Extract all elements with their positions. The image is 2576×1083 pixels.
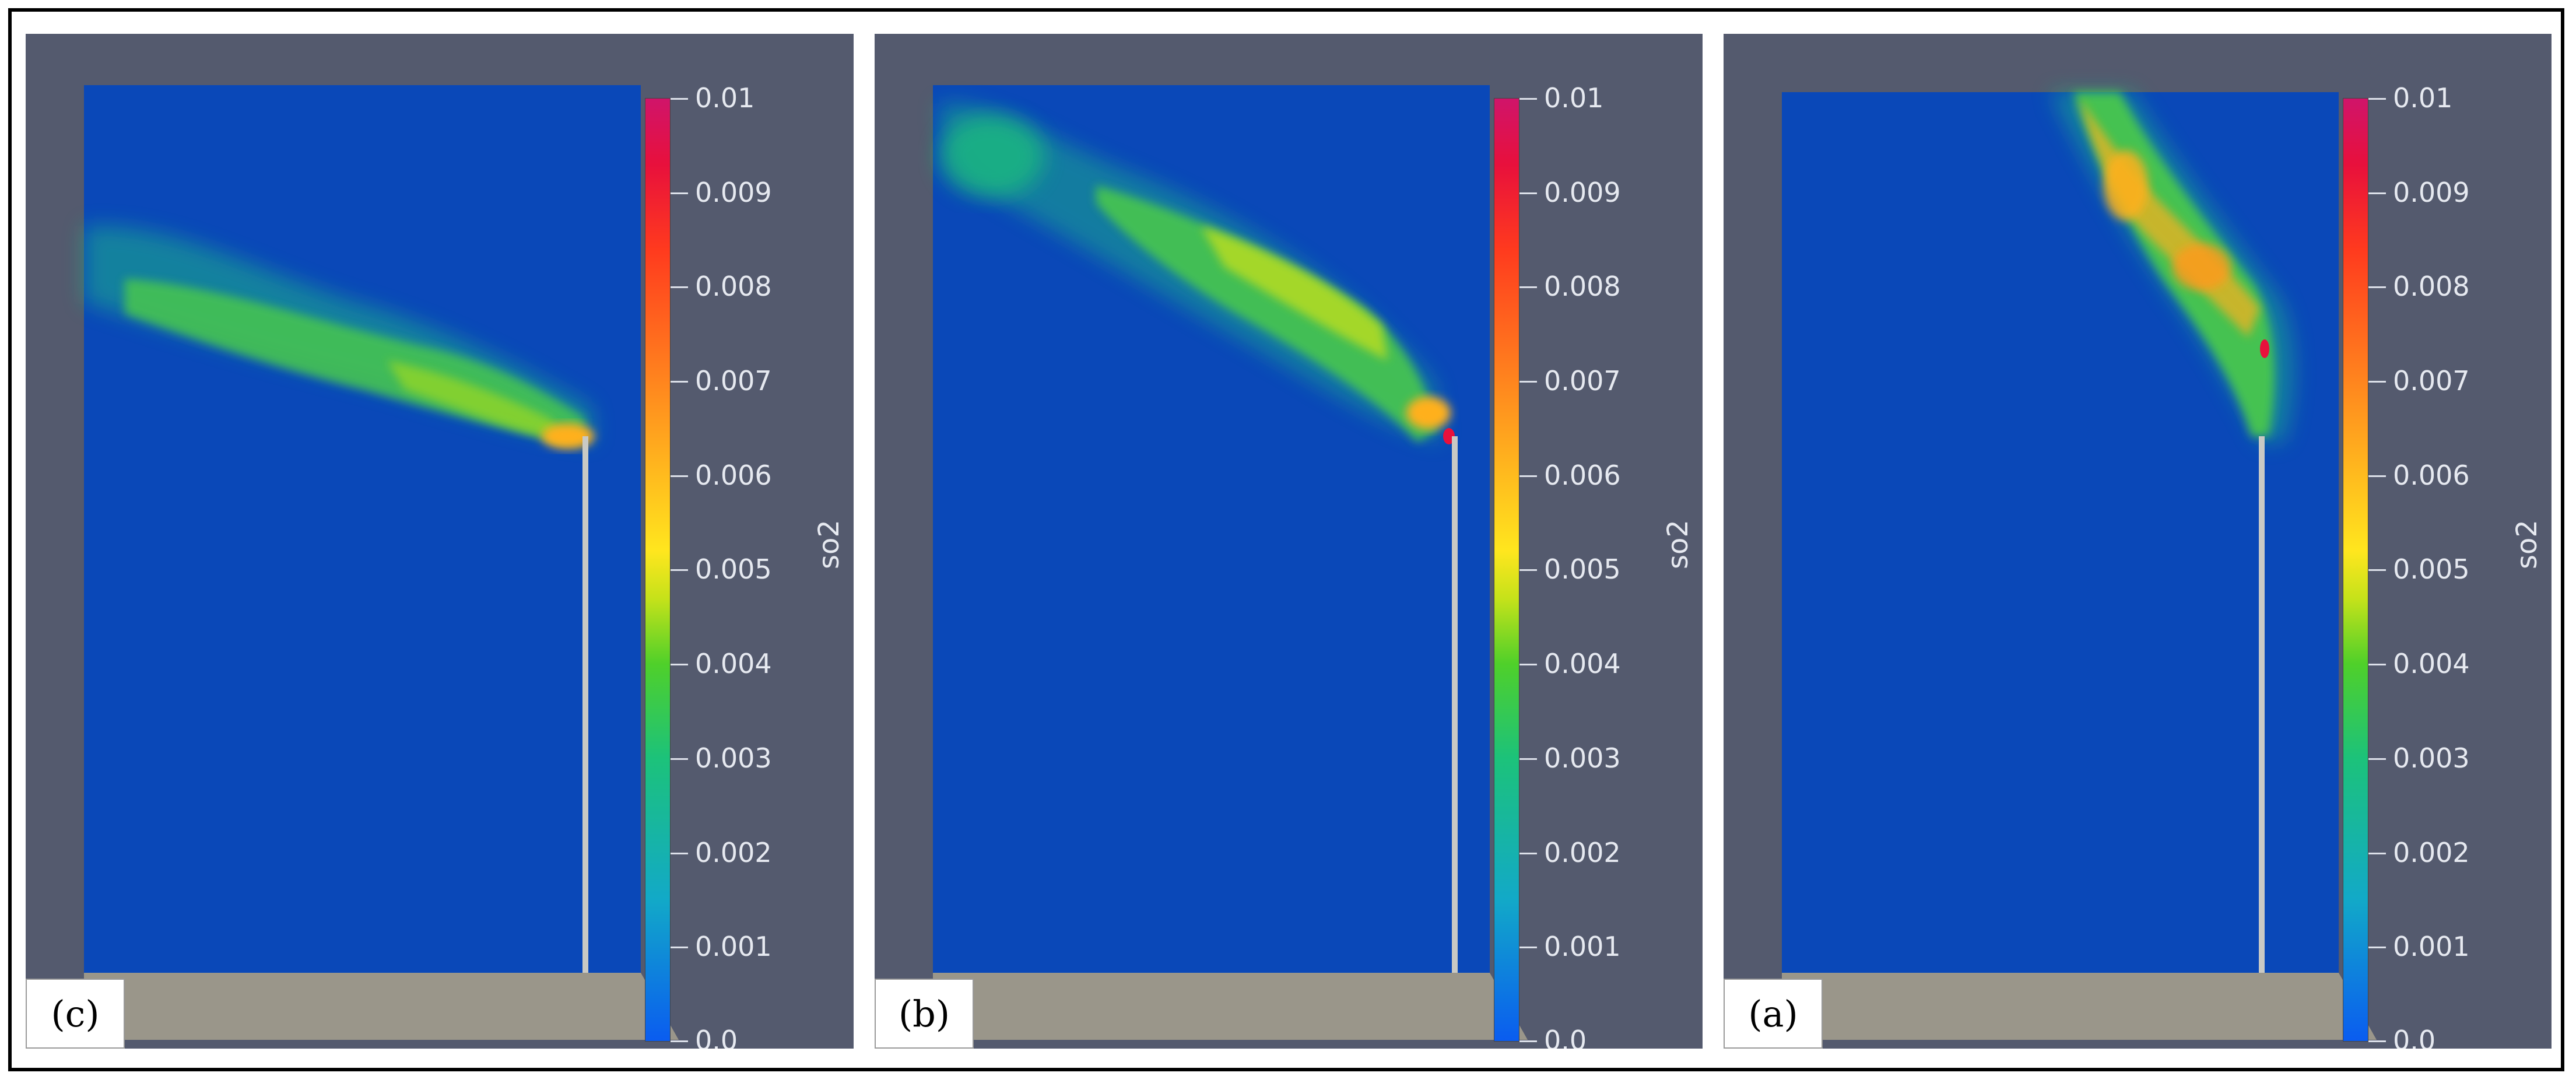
ground-plane [1782,973,2377,1040]
tick-label: 0.008 [1544,271,1621,302]
domain-slice [84,85,641,973]
plume-c [84,226,594,449]
scene-b [933,85,1528,1040]
ground-plane [933,973,1528,1040]
panel-label: (a) [1724,979,1823,1049]
tick-label: 0.005 [1544,553,1621,585]
tick-label: 0.005 [695,553,772,585]
tick-label: 0.004 [1544,648,1621,679]
tick-label: 0.01 [1544,82,1604,114]
stack [1452,436,1458,973]
tick-label: 0.007 [1544,365,1621,397]
stack [2259,436,2265,973]
tick-label: 0.001 [2393,931,2470,962]
panel-a: 0.01 0.009 0.008 0.007 0.006 0.005 0.004… [1724,34,2552,1049]
tick-label: 0.008 [695,271,772,302]
tick-label: 0.009 [2393,177,2470,208]
tick-label: 0.001 [1544,931,1621,962]
panel-label: (b) [875,979,974,1049]
tick-label: 0.006 [1544,460,1621,491]
scene-c [84,85,679,1040]
tick-label: 0.009 [1544,177,1621,208]
tick-label: 0.001 [695,931,772,962]
tick-label: 0.007 [695,365,772,397]
tick-label: 0.0 [1544,1025,1587,1049]
tick-label: 0.008 [2393,271,2470,302]
tick-label: 0.0 [2393,1025,2436,1049]
colorbar [645,98,671,1042]
stack [582,436,588,973]
plume-a [2050,92,2294,442]
plume-b [939,103,1455,444]
tick-label: 0.003 [2393,742,2470,774]
tick-label: 0.01 [695,82,755,114]
tick-label: 0.006 [2393,460,2470,491]
tick-label: 0.005 [2393,553,2470,585]
tick-label: 0.002 [2393,837,2470,868]
tick-label: 0.007 [2393,365,2470,397]
tick-label: 0.0 [695,1025,738,1049]
domain-slice [1782,92,2339,973]
panel-label: (c) [26,979,125,1049]
ground-plane [84,973,679,1040]
tick-label: 0.002 [1544,837,1621,868]
tick-label: 0.01 [2393,82,2453,114]
colorbar-title: so2 [2511,520,2543,569]
tick-label: 0.003 [1544,742,1621,774]
colorbar [2343,98,2368,1042]
colorbar [1494,98,1519,1042]
tick-label: 0.003 [695,742,772,774]
tick-label: 0.006 [695,460,772,491]
panel-b: 0.01 0.009 0.008 0.007 0.006 0.005 0.004… [875,34,1703,1049]
colorbar-title: so2 [1662,520,1694,569]
tick-label: 0.004 [2393,648,2470,679]
scene-a [1782,92,2377,1040]
tick-label: 0.002 [695,837,772,868]
panel-c: 0.01 0.009 0.008 0.007 0.006 0.005 0.004… [26,34,854,1049]
tick-label: 0.004 [695,648,772,679]
tick-label: 0.009 [695,177,772,208]
colorbar-title: so2 [813,520,845,569]
